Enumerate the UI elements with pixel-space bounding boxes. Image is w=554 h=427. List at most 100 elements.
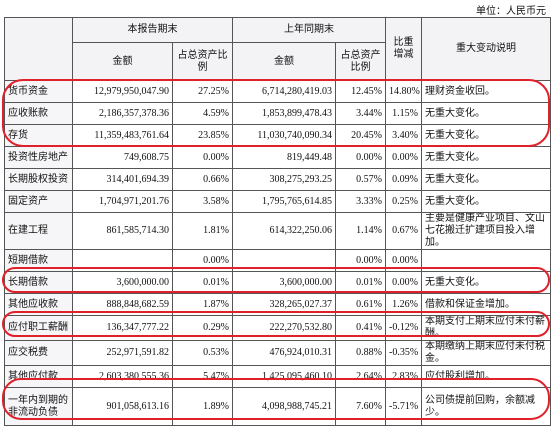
description	[421, 249, 551, 272]
ratio: 2.64%	[335, 365, 386, 388]
group-header: 本报告期末	[72, 17, 233, 43]
description: 无重大变化。	[421, 271, 551, 294]
header-row: 金额 占总资产比例 金额 占总资产比例	[5, 42, 551, 81]
ratio-change: 1.26%	[385, 293, 422, 316]
amount: 888,848,682.59	[72, 293, 173, 316]
ratio: 12.45%	[335, 80, 386, 103]
description: 无重大变化。	[421, 190, 551, 213]
sub-header: 金额	[72, 42, 173, 81]
row-label: 应交税费	[4, 340, 73, 366]
table-row: 一年内到期的非流动负债 901,058,613.16 1.89% 4,098,988,…	[4, 387, 551, 426]
amount: 1,853,899,478.43	[232, 102, 336, 125]
ratio: 27.25%	[172, 80, 233, 103]
unit-label: 单位：人民币元	[476, 6, 546, 17]
row-label: 长期借款	[4, 271, 73, 294]
ratio-change: -0.35%	[385, 340, 422, 366]
amount: 136,347,777.22	[72, 315, 173, 341]
ratio-change: 0.25%	[385, 190, 422, 213]
description: 本期缴纳上期末应付未付税金。	[421, 340, 551, 366]
ratio: 1.89%	[172, 387, 233, 426]
amount: 1,795,765,614.85	[232, 190, 336, 213]
sub-header: 占总资产比例	[335, 42, 386, 81]
row-label: 长期股权投资	[4, 168, 73, 191]
amount	[232, 249, 336, 272]
ratio: 3.33%	[335, 190, 386, 213]
ratio: 3.58%	[172, 190, 233, 213]
sub-header: 金额	[232, 42, 336, 81]
balance-table: 本报告期末 上年同期末 比重增减 重大变动说明 金额 占总资产比例 金额 占总资…	[4, 17, 551, 426]
ratio-change: 3.40%	[385, 124, 422, 147]
ratio: 4.59%	[172, 102, 233, 125]
ratio: 0.00%	[335, 249, 386, 272]
row-label: 投资性房地产	[4, 146, 73, 169]
ratio-change: 0.00%	[385, 271, 422, 294]
ratio-change: 1.15%	[385, 102, 422, 125]
ratio: 0.29%	[172, 315, 233, 341]
group-header: 比重增减	[385, 17, 422, 81]
description: 主要是健康产业项目、文山七花搬迁扩建项目投入增加。	[421, 212, 551, 250]
ratio: 0.00%	[172, 249, 233, 272]
ratio: 0.61%	[335, 293, 386, 316]
ratio-change: 2.83%	[385, 365, 422, 388]
row-label: 其他应收款	[4, 293, 73, 316]
ratio: 0.00%	[335, 146, 386, 169]
row-label: 其他应付款	[4, 365, 73, 388]
description: 无重大变化。	[421, 102, 551, 125]
table-row: 固定资产 1,704,971,201.76 3.58% 1,795,765,614.8…	[4, 190, 551, 213]
description: 应付股利增加。	[421, 365, 551, 388]
amount: 1,425,095,460.10	[232, 365, 336, 388]
description: 本期支付上期末应付未付薪酬。	[421, 315, 551, 341]
corner-cell	[4, 17, 73, 81]
group-header: 上年同期末	[232, 17, 386, 43]
ratio: 0.57%	[335, 168, 386, 191]
amount: 749,608.75	[72, 146, 173, 169]
table-row: 短期借款 0.00% 0.00% 0.00%	[4, 249, 551, 272]
amount: 314,401,694.39	[72, 168, 173, 191]
ratio-change: 0.00%	[385, 146, 422, 169]
ratio: 0.66%	[172, 168, 233, 191]
description: 理财资金收回。	[421, 80, 551, 103]
amount: 2,603,380,555.36	[72, 365, 173, 388]
ratio: 1.87%	[172, 293, 233, 316]
amount: 11,359,483,761.64	[72, 124, 173, 147]
amount: 222,270,532.80	[232, 315, 336, 341]
amount: 819,449.48	[232, 146, 336, 169]
row-label: 货币资金	[4, 80, 73, 103]
amount: 4,098,988,745.21	[232, 387, 336, 426]
description: 无重大变化。	[421, 168, 551, 191]
amount: 614,322,250.06	[232, 212, 336, 250]
amount: 861,585,714.30	[72, 212, 173, 250]
group-header: 重大变动说明	[421, 17, 551, 81]
amount: 12,979,950,047.90	[72, 80, 173, 103]
ratio: 3.44%	[335, 102, 386, 125]
description: 公司债提前回购，余额减少。	[421, 387, 551, 426]
amount: 476,924,010.31	[232, 340, 336, 366]
ratio-change: 0.00%	[385, 249, 422, 272]
ratio: 0.88%	[335, 340, 386, 366]
ratio: 0.53%	[172, 340, 233, 366]
ratio: 1.81%	[172, 212, 233, 250]
table-row: 应付职工薪酬 136,347,777.22 0.29% 222,270,532.80 0…	[4, 315, 551, 341]
amount	[72, 249, 173, 272]
ratio-change: -0.12%	[385, 315, 422, 341]
row-label: 在建工程	[4, 212, 73, 250]
description: 无重大变化。	[421, 146, 551, 169]
amount: 3,600,000.00	[72, 271, 173, 294]
amount: 308,275,293.25	[232, 168, 336, 191]
table-row: 货币资金 12,979,950,047.90 27.25% 6,714,280,419…	[4, 80, 551, 103]
amount: 11,030,740,090.34	[232, 124, 336, 147]
amount: 328,265,027.37	[232, 293, 336, 316]
amount: 252,971,591.82	[72, 340, 173, 366]
row-label: 短期借款	[4, 249, 73, 272]
amount: 901,058,613.16	[72, 387, 173, 426]
amount: 2,186,357,378.36	[72, 102, 173, 125]
table-row: 长期股权投资 314,401,694.39 0.66% 308,275,293.25 0…	[4, 168, 551, 191]
header-row: 本报告期末 上年同期末 比重增减 重大变动说明	[4, 17, 551, 81]
ratio-change: 0.67%	[385, 212, 422, 250]
row-label: 固定资产	[4, 190, 73, 213]
amount: 1,704,971,201.76	[72, 190, 173, 213]
row-label: 一年内到期的非流动负债	[4, 387, 73, 426]
table-row: 应收账款 2,186,357,378.36 4.59% 1,853,899,478.4…	[4, 102, 551, 125]
ratio: 0.00%	[172, 146, 233, 169]
